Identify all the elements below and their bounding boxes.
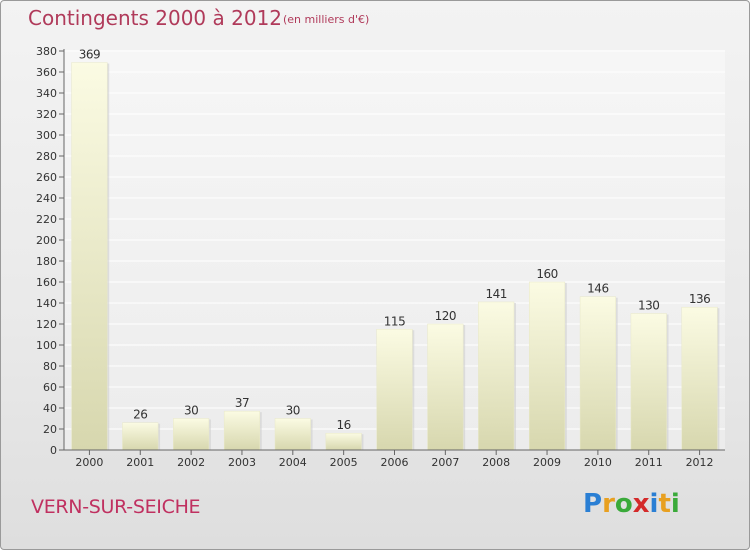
x-tick-label: 2000 <box>75 456 103 469</box>
x-tick-label: 2003 <box>228 456 256 469</box>
x-tick-label: 2001 <box>126 456 154 469</box>
labels: 0 20 40 60 80 100 120 140 160 180 200 220 240 260 280 3… <box>36 45 714 469</box>
data-label: 26 <box>133 408 147 422</box>
x-tick-label: 2011 <box>635 456 663 469</box>
logo-letter: r <box>602 489 615 519</box>
x-tick-label: 2008 <box>482 456 510 469</box>
axes <box>59 49 725 455</box>
y-tick-label: 380 <box>36 45 57 58</box>
bar <box>223 410 261 451</box>
x-tick-label: 2010 <box>584 456 612 469</box>
bar <box>579 296 616 451</box>
x-tick-label: 2007 <box>431 456 459 469</box>
chart-title: Contingents 2000 à 2012 <box>28 6 283 30</box>
logo-letter: i <box>670 489 680 519</box>
data-label: 141 <box>485 287 506 301</box>
y-tick-label: 300 <box>36 129 57 142</box>
y-tick-label: 320 <box>36 108 57 121</box>
x-tick-label: 2006 <box>381 456 409 469</box>
bar <box>478 301 515 451</box>
y-tick-label: 260 <box>36 171 57 184</box>
bar <box>376 329 413 451</box>
bar <box>681 306 718 451</box>
logo-letter: x <box>632 489 650 519</box>
bar <box>630 313 667 451</box>
x-tick-label: 2005 <box>330 456 358 469</box>
bars <box>71 62 720 451</box>
logo-letter: t <box>658 489 671 519</box>
x-tick-label: 2009 <box>533 456 561 469</box>
y-tick-label: 20 <box>43 423 57 436</box>
y-tick-label: 340 <box>36 87 57 100</box>
bar <box>528 281 566 451</box>
y-tick-label: 60 <box>43 381 57 394</box>
logo-letter: o <box>614 489 633 519</box>
y-tick-label: 240 <box>36 192 57 205</box>
bar <box>122 422 159 451</box>
y-tick-label: 140 <box>36 297 57 310</box>
data-label: 37 <box>235 396 249 410</box>
bar <box>71 62 108 451</box>
y-tick-label: 80 <box>43 360 57 373</box>
data-label: 130 <box>638 299 659 313</box>
y-tick-label: 120 <box>36 318 57 331</box>
data-label: 146 <box>587 282 608 296</box>
bar <box>427 323 464 451</box>
y-tick-label: 0 <box>50 444 57 457</box>
data-label: 120 <box>435 309 456 323</box>
logo-letter: i <box>649 489 659 519</box>
x-tick-label: 2002 <box>177 456 205 469</box>
y-tick-label: 360 <box>36 66 57 79</box>
y-tick-label: 40 <box>43 402 57 415</box>
bar <box>173 418 210 451</box>
data-label: 136 <box>689 292 710 306</box>
data-label: 160 <box>536 267 557 281</box>
y-tick-label: 180 <box>36 255 57 268</box>
y-tick-label: 280 <box>36 150 57 163</box>
logo-letter: P <box>583 489 603 519</box>
data-label: 115 <box>384 314 405 328</box>
x-tick-label: 2012 <box>686 456 714 469</box>
y-tick-label: 200 <box>36 234 57 247</box>
chart-subtitle: (en milliers d'€) <box>283 13 370 26</box>
y-tick-label: 160 <box>36 276 57 289</box>
y-tick-label: 100 <box>36 339 57 352</box>
data-label: 30 <box>286 404 300 418</box>
commune-name: VERN-SUR-SEICHE <box>31 496 201 518</box>
data-label: 369 <box>79 48 100 62</box>
x-tick-label: 2004 <box>279 456 307 469</box>
y-tick-label: 220 <box>36 213 57 226</box>
bar <box>274 418 311 451</box>
data-label: 30 <box>184 404 198 418</box>
data-label: 16 <box>337 418 351 432</box>
bar <box>325 432 362 451</box>
proxiti-logo: Proxiti <box>583 489 680 519</box>
